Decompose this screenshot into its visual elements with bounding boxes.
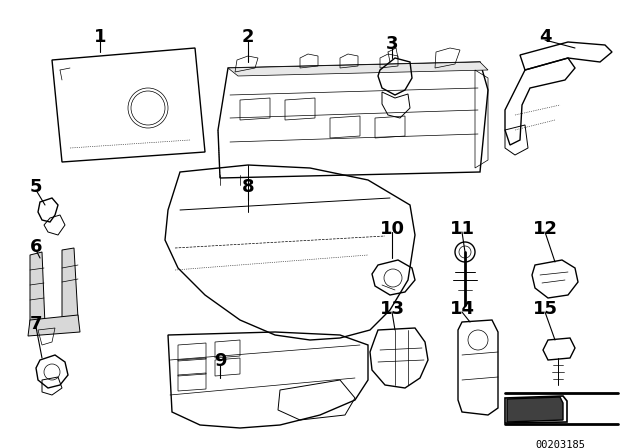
Text: 1: 1 xyxy=(93,28,106,46)
Text: 11: 11 xyxy=(449,220,474,238)
Text: 3: 3 xyxy=(386,35,398,53)
Text: 15: 15 xyxy=(532,300,557,318)
Text: 2: 2 xyxy=(242,28,254,46)
Text: 9: 9 xyxy=(214,352,227,370)
Polygon shape xyxy=(507,397,563,422)
Text: 14: 14 xyxy=(449,300,474,318)
Polygon shape xyxy=(30,252,45,330)
Circle shape xyxy=(459,246,471,258)
Text: 10: 10 xyxy=(380,220,404,238)
Text: 4: 4 xyxy=(539,28,551,46)
Text: 13: 13 xyxy=(380,300,404,318)
Text: 7: 7 xyxy=(29,315,42,333)
Text: 12: 12 xyxy=(532,220,557,238)
Text: 8: 8 xyxy=(242,178,254,196)
Polygon shape xyxy=(28,315,80,336)
Text: 00203185: 00203185 xyxy=(535,440,585,448)
Polygon shape xyxy=(228,62,488,76)
Text: 5: 5 xyxy=(29,178,42,196)
Polygon shape xyxy=(62,248,78,325)
Text: 6: 6 xyxy=(29,238,42,256)
